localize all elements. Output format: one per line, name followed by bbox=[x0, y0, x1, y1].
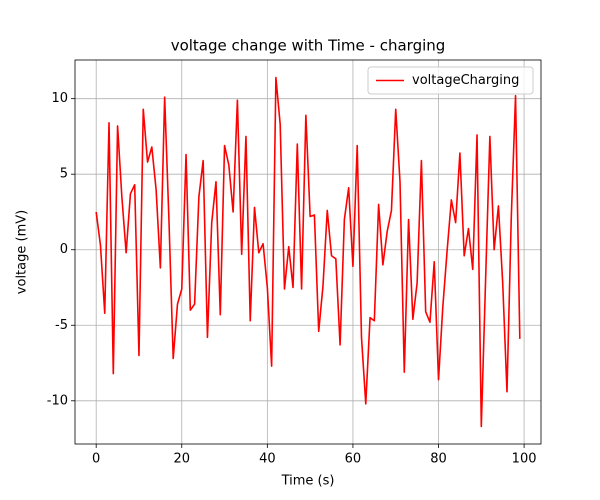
y-axis-label: voltage (mV) bbox=[15, 210, 30, 294]
chart-title: voltage change with Time - charging bbox=[171, 37, 446, 55]
y-tick-label: 5 bbox=[60, 167, 68, 182]
y-tick-label: 0 bbox=[60, 242, 68, 257]
x-tick-label: 20 bbox=[173, 452, 190, 467]
y-tick-label: -5 bbox=[55, 318, 68, 333]
x-tick-label: 100 bbox=[512, 452, 537, 467]
plot-frame bbox=[74, 59, 542, 445]
legend-box bbox=[367, 66, 534, 95]
data-line bbox=[95, 76, 521, 428]
x-tick-label: 60 bbox=[345, 452, 362, 467]
legend-label: voltageCharging bbox=[412, 73, 519, 88]
x-tick-label: 80 bbox=[430, 452, 447, 467]
x-axis-label: Time (s) bbox=[281, 474, 335, 489]
y-tick-label: 10 bbox=[51, 91, 68, 106]
y-tick-label: -10 bbox=[47, 393, 68, 408]
x-tick-label: 0 bbox=[92, 452, 100, 467]
x-tick-label: 40 bbox=[259, 452, 276, 467]
